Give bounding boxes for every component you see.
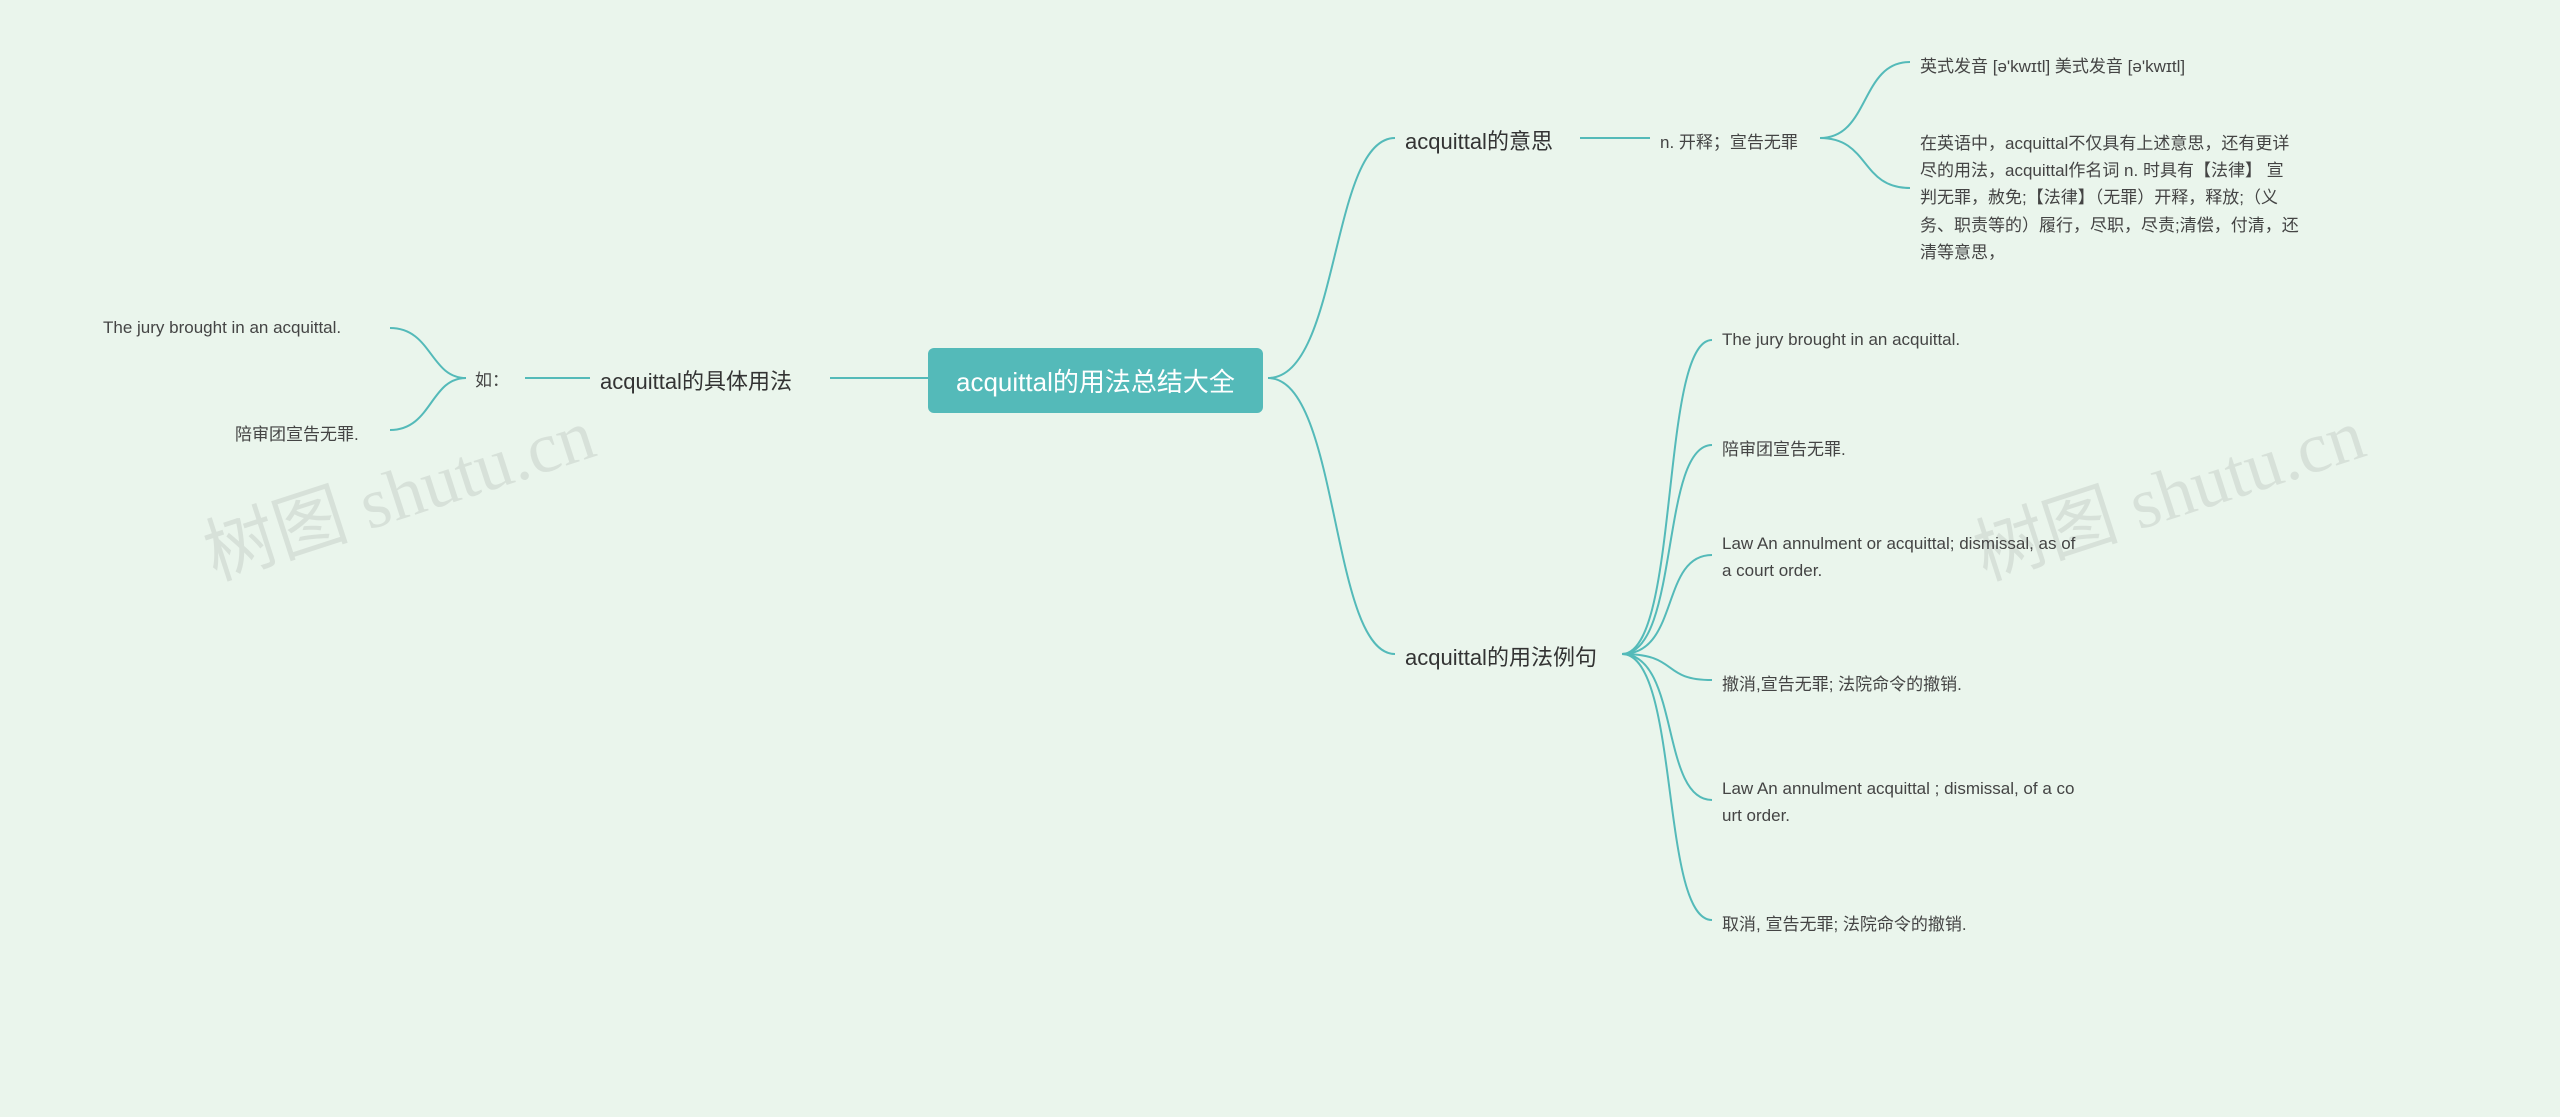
branch-meaning[interactable]: acquittal的意思 (1405, 124, 1553, 156)
branch-usage[interactable]: acquittal的具体用法 (600, 364, 792, 396)
leaf-detail: 在英语中，acquittal不仅具有上述意思，还有更详尽的用法，acquitta… (1920, 130, 2300, 266)
watermark: 树图 shutu.cn (189, 375, 606, 600)
leaf-ru[interactable]: 如： (475, 366, 509, 391)
leaf-def[interactable]: n. 开释；宣告无罪 (1660, 128, 1798, 153)
root-node[interactable]: acquittal的用法总结大全 (928, 348, 1263, 413)
leaf-ex5: Law An annulment acquittal ; dismissal, … (1722, 775, 2082, 829)
leaf-ex6: 取消, 宣告无罪; 法院命令的撤销. (1722, 910, 1967, 935)
leaf-ex2: 陪审团宣告无罪. (1722, 435, 1846, 460)
leaf-left1: The jury brought in an acquittal. (103, 318, 341, 338)
leaf-ex1: The jury brought in an acquittal. (1722, 330, 1960, 350)
leaf-ex4: 撤消,宣告无罪; 法院命令的撤销. (1722, 670, 1962, 695)
leaf-left2: 陪审团宣告无罪. (235, 420, 359, 445)
leaf-ex3: Law An annulment or acquittal; dismissal… (1722, 530, 2082, 584)
leaf-pron: 英式发音 [ə'kwɪtl] 美式发音 [ə'kwɪtl] (1920, 52, 2185, 77)
branch-examples[interactable]: acquittal的用法例句 (1405, 640, 1597, 672)
